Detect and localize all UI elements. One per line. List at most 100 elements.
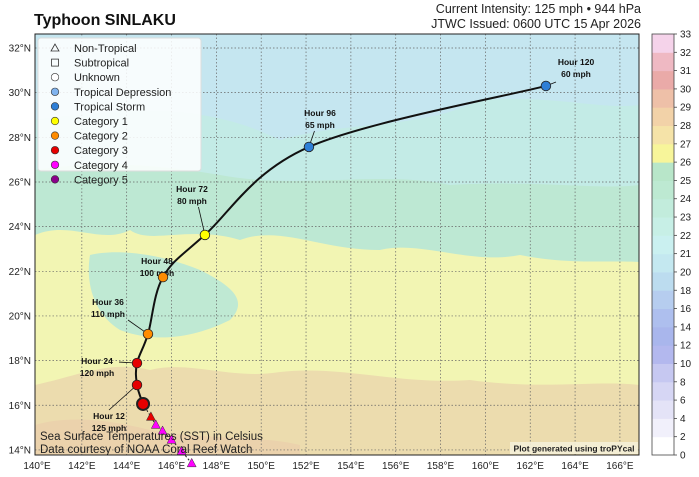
colorbar-segment: [652, 436, 674, 456]
colorbar-tick-label: 29: [680, 103, 692, 114]
lon-tick-label: 148°E: [203, 461, 231, 472]
forecast-wind-label: 100 mph: [140, 268, 175, 278]
sst-credit: Sea Surface Temperatures (SST) in Celsiu…: [40, 431, 263, 443]
non-tropical-icon: [50, 43, 60, 52]
forecast-wind-label: 125 mph: [92, 423, 127, 433]
forecast-hour-label: Hour 96: [304, 108, 336, 118]
colorbar-tick-label: 20: [680, 267, 692, 278]
forecast-position-marker: [540, 80, 552, 92]
colorbar-tick-label: 32: [680, 48, 692, 59]
colorbar-segment: [652, 143, 674, 163]
forecast-wind-label: 110 mph: [91, 309, 125, 319]
forecast-position-marker: [142, 328, 154, 340]
lat-tick-label: 16°N: [9, 401, 31, 412]
colorbar-segment: [652, 345, 674, 364]
forecast-hour-label: Hour 36: [92, 297, 124, 307]
colorbar-segment: [652, 107, 674, 127]
past-position-marker: [150, 419, 161, 429]
lat-tick-label: 20°N: [9, 311, 31, 322]
lat-tick-label: 26°N: [9, 177, 31, 188]
colorbar-segment: [652, 326, 674, 346]
colorbar-tick-label: 6: [680, 396, 686, 407]
colorbar-tick-label: 4: [680, 414, 686, 425]
forecast-wind-label: 65 mph: [305, 120, 335, 130]
forecast-position-marker: [199, 229, 211, 241]
legend-label: Category 1: [74, 116, 128, 128]
colorbar-tick-label: 26: [680, 158, 692, 169]
lon-tick-label: 144°E: [113, 461, 141, 472]
colorbar-segment: [652, 290, 674, 310]
legend-marker-icon: [50, 87, 60, 96]
past-position-marker: [166, 434, 177, 444]
legend-label: Unknown: [74, 72, 120, 84]
colorbar-tick-label: 0: [680, 451, 686, 462]
map-frame: [34, 33, 640, 456]
lat-tick-label: 24°N: [9, 222, 31, 233]
legend-label: Category 3: [74, 145, 128, 157]
lon-tick-label: 154°E: [337, 461, 365, 472]
current-intensity: Current Intensity: 125 mph • 944 hPa: [435, 2, 641, 16]
lon-axis: 140°E 142°E 144°E 146°E 148°E 150°E 152°E 154°E…: [23, 461, 634, 472]
legend-label: Subtropical: [74, 58, 129, 70]
colorbar-segment: [652, 400, 674, 419]
legend-marker-icon: [50, 131, 60, 140]
forecast-wind-label: 60 mph: [561, 69, 591, 79]
colorbar-tick-label: 25: [680, 176, 692, 187]
lon-tick-label: 156°E: [382, 461, 410, 472]
colorbar-tick-label: 2: [680, 432, 686, 443]
legend-marker-icon: [50, 175, 60, 184]
lat-tick-label: 32°N: [9, 44, 31, 55]
legend-marker-icon: [50, 116, 60, 126]
colorbar-segment: [652, 381, 674, 401]
forecast-hour-label: Hour 72: [176, 184, 208, 194]
colorbar-tick-label: 8: [680, 377, 686, 388]
lon-tick-label: 160°E: [472, 461, 500, 472]
colorbar-tick-label: 14: [680, 322, 692, 333]
colorbar-segment: [652, 235, 674, 255]
colorbar-segment: [652, 162, 674, 181]
lon-tick-label: 140°E: [23, 461, 51, 472]
past-position-marker: [186, 457, 197, 468]
colorbar-tick-label: 22: [680, 231, 692, 242]
forecast-position-marker: [131, 379, 143, 391]
lat-tick-label: 18°N: [9, 356, 31, 367]
lat-tick-label: 30°N: [9, 88, 31, 99]
lon-tick-label: 150°E: [248, 461, 276, 472]
sst-field: [35, 34, 639, 455]
colorbar-segment: [652, 363, 674, 383]
colorbar-segment: [652, 88, 674, 108]
lat-tick-label: 14°N: [9, 445, 31, 456]
lon-tick-label: 164°E: [561, 461, 589, 472]
storm-track: Hour 12 125 mph Hour 24 120 mph Hour 36 110 m…: [80, 57, 594, 468]
colorbar-tick-label: 21: [680, 249, 692, 260]
colorbar-segment: [652, 308, 674, 328]
colorbar-tick-label: 10: [680, 359, 692, 370]
colorbar-segment: [652, 198, 674, 218]
generator-badge-bg: [510, 442, 638, 454]
legend-label: Tropical Depression: [74, 87, 171, 99]
forecast-position-marker: [303, 141, 315, 153]
colorbar-frame: [651, 33, 675, 456]
generator-credit: Plot generated using troPYcal: [514, 444, 635, 454]
label-leader-line: [108, 384, 138, 411]
colorbar-tick-label: 24: [680, 194, 692, 205]
colorbar-segment: [652, 271, 674, 291]
colorbar-tick-label: 16: [680, 304, 692, 315]
colorbar-tick-label: 30: [680, 84, 692, 95]
forecast-hour-label: Hour 12: [93, 411, 125, 421]
legend-label: Non-Tropical: [74, 43, 137, 55]
issued-time: JTWC Issued: 0600 UTC 15 Apr 2026: [431, 17, 641, 31]
forecast-position-marker: [131, 357, 143, 369]
past-position-marker: [176, 445, 187, 455]
legend: Non-Tropical Subtropical Unknown Tropical D…: [37, 37, 202, 186]
forecast-position-marker: [157, 271, 169, 283]
legend-label: Category 4: [74, 160, 128, 172]
legend-label: Category 5: [74, 174, 128, 186]
sst-colorbar: 0246810121416182021222324252627282930313…: [651, 30, 692, 462]
forecast-wind-label: 120 mph: [80, 368, 115, 378]
colorbar-tick-label: 28: [680, 121, 692, 132]
colorbar-segment: [652, 418, 674, 438]
colorbar-tick-label: 27: [680, 139, 692, 150]
lat-tick-label: 28°N: [9, 133, 31, 144]
